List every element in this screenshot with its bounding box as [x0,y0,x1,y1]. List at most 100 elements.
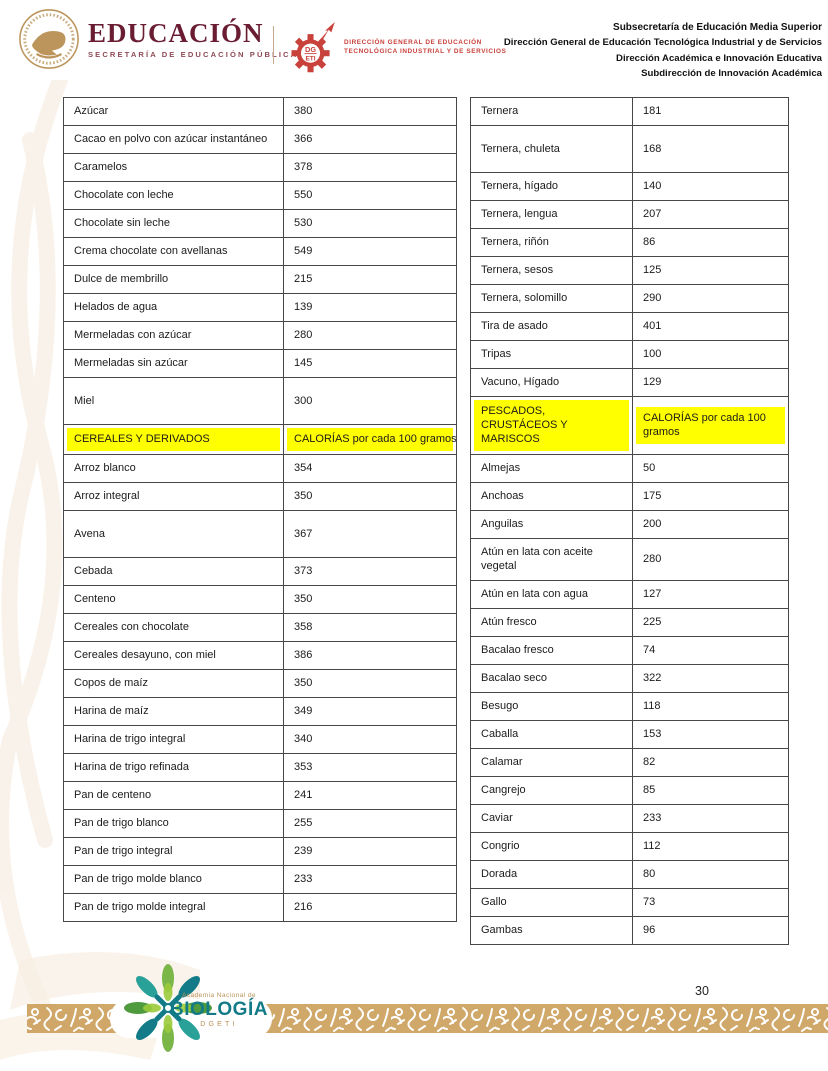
food-name-cell: Cangrejo [470,776,633,805]
food-name-cell: Miel [63,377,284,425]
biologia-top-caption: Academia Nacional de [181,992,256,999]
table-row: Tripas 100 [470,340,789,369]
biologia-text: Academia Nacional de BIOLOGÍA DGETI [170,992,268,1028]
food-name-cell: Cereales con chocolate [63,613,284,642]
table-row: Copos de maíz 350 [63,669,457,698]
food-name-cell: Anguilas [470,510,633,539]
calories-cell: 168 [632,125,789,173]
dgeti-gear-icon: DG ETI [291,22,335,73]
food-name-cell: Tripas [470,340,633,369]
table-row: Cangrejo 85 [470,776,789,805]
food-name-cell: Bacalao seco [470,664,633,693]
food-name-cell: Ternera [470,97,633,126]
biologia-subtitle: DGETI [200,1021,238,1028]
food-name-cell: Ternera, chuleta [470,125,633,173]
calories-cell: 358 [283,613,457,642]
food-name-cell: Arroz integral [63,482,284,511]
food-name-cell: Ternera, solomillo [470,284,633,313]
food-name-cell: Arroz blanco [63,454,284,483]
table-row: Azúcar 380 [63,97,457,126]
food-name-cell: Calamar [470,748,633,777]
food-name-cell: Anchoas [470,482,633,511]
calories-cell: 340 [283,725,457,754]
calories-cell: 125 [632,256,789,285]
food-name-cell: Atún en lata con aceite vegetal [470,538,633,581]
food-name-cell: PESCADOS, CRUSTÁCEOS Y MARISCOS [470,396,633,455]
calories-cell: 181 [632,97,789,126]
calories-cell: 354 [283,454,457,483]
table-row: Cereales con chocolate 358 [63,613,457,642]
calories-cell: 401 [632,312,789,341]
food-name-cell: Atún fresco [470,608,633,637]
table-row: Caramelos 378 [63,153,457,182]
calories-cell: 280 [283,321,457,350]
mexico-eagle-seal-icon [19,9,79,69]
calories-cell: 139 [283,293,457,322]
calories-cell: 350 [283,669,457,698]
calories-cell: CALORÍAS por cada 100 gramos [283,424,457,455]
food-name-cell: Pan de centeno [63,781,284,810]
calories-cell: 366 [283,125,457,154]
section-row: CEREALES Y DERIVADOS CALORÍAS por cada 10… [63,424,457,455]
table-row: Helados de agua 139 [63,293,457,322]
calories-cell: 207 [632,200,789,229]
food-name-cell: Congrio [470,832,633,861]
food-name-cell: Harina de trigo refinada [63,753,284,782]
dgeti-caption-line1: DIRECCIÓN GENERAL DE EDUCACIÓN [344,39,482,47]
calories-cell: 367 [283,510,457,558]
table-row: Cereales desayuno, con miel 386 [63,641,457,670]
food-name-cell: Chocolate sin leche [63,209,284,238]
table-row: Pan de trigo molde integral 216 [63,893,457,922]
food-name-cell: Copos de maíz [63,669,284,698]
table-row: Cacao en polvo con azúcar instantáneo 366 [63,125,457,154]
calories-cell: 300 [283,377,457,425]
table-row: Pan de trigo integral 239 [63,837,457,866]
food-name-cell: Azúcar [63,97,284,126]
table-row: Arroz blanco 354 [63,454,457,483]
table-row: Gambas 96 [470,916,789,945]
calories-cell: 225 [632,608,789,637]
sep-logo: EDUCACIÓN SECRETARÍA DE EDUCACIÓN PÚBLIC… [18,8,298,70]
table-row: Pan de trigo blanco 255 [63,809,457,838]
page-number: 30 [695,984,709,998]
food-name-cell: Gallo [470,888,633,917]
calories-cell: 82 [632,748,789,777]
food-name-cell: Ternera, lengua [470,200,633,229]
table-row: Harina de trigo refinada 353 [63,753,457,782]
table-row: Atún en lata con agua 127 [470,580,789,609]
food-name-cell: Helados de agua [63,293,284,322]
letterhead-line: Dirección General de Educación Tecnológi… [503,37,822,49]
calories-cell: 349 [283,697,457,726]
food-name-cell: Crema chocolate con avellanas [63,237,284,266]
table-row: Atún fresco 225 [470,608,789,637]
food-name-cell: Caramelos [63,153,284,182]
table-row: Mermeladas sin azúcar 145 [63,349,457,378]
food-name-cell: Mermeladas sin azúcar [63,349,284,378]
calories-cell: 215 [283,265,457,294]
food-name-cell: Tira de asado [470,312,633,341]
food-name-cell: Harina de trigo integral [63,725,284,754]
table-row: Bacalao fresco 74 [470,636,789,665]
food-name-cell: Almejas [470,454,633,483]
table-row: Vacuno, Hígado 129 [470,368,789,397]
calories-cell: 127 [632,580,789,609]
calories-cell: 140 [632,172,789,201]
food-name-cell: Pan de trigo molde blanco [63,865,284,894]
calories-cell: 353 [283,753,457,782]
calories-cell: 129 [632,368,789,397]
calories-cell: 241 [283,781,457,810]
table-row: Caballa 153 [470,720,789,749]
food-name-cell: Caviar [470,804,633,833]
food-name-cell: Pan de trigo integral [63,837,284,866]
food-name-cell: Ternera, hígado [470,172,633,201]
food-name-cell: Cacao en polvo con azúcar instantáneo [63,125,284,154]
letterhead-line: Subdirección de Innovación Académica [641,68,822,80]
table-row: Pan de centeno 241 [63,781,457,810]
calories-cell: 175 [632,482,789,511]
table-row: Atún en lata con aceite vegetal 280 [470,538,789,581]
table-row: Ternera, solomillo 290 [470,284,789,313]
table-row: Chocolate con leche 550 [63,181,457,210]
food-name-cell: CEREALES Y DERIVADOS [63,424,284,455]
calories-cell: 96 [632,916,789,945]
calories-cell: 233 [283,865,457,894]
